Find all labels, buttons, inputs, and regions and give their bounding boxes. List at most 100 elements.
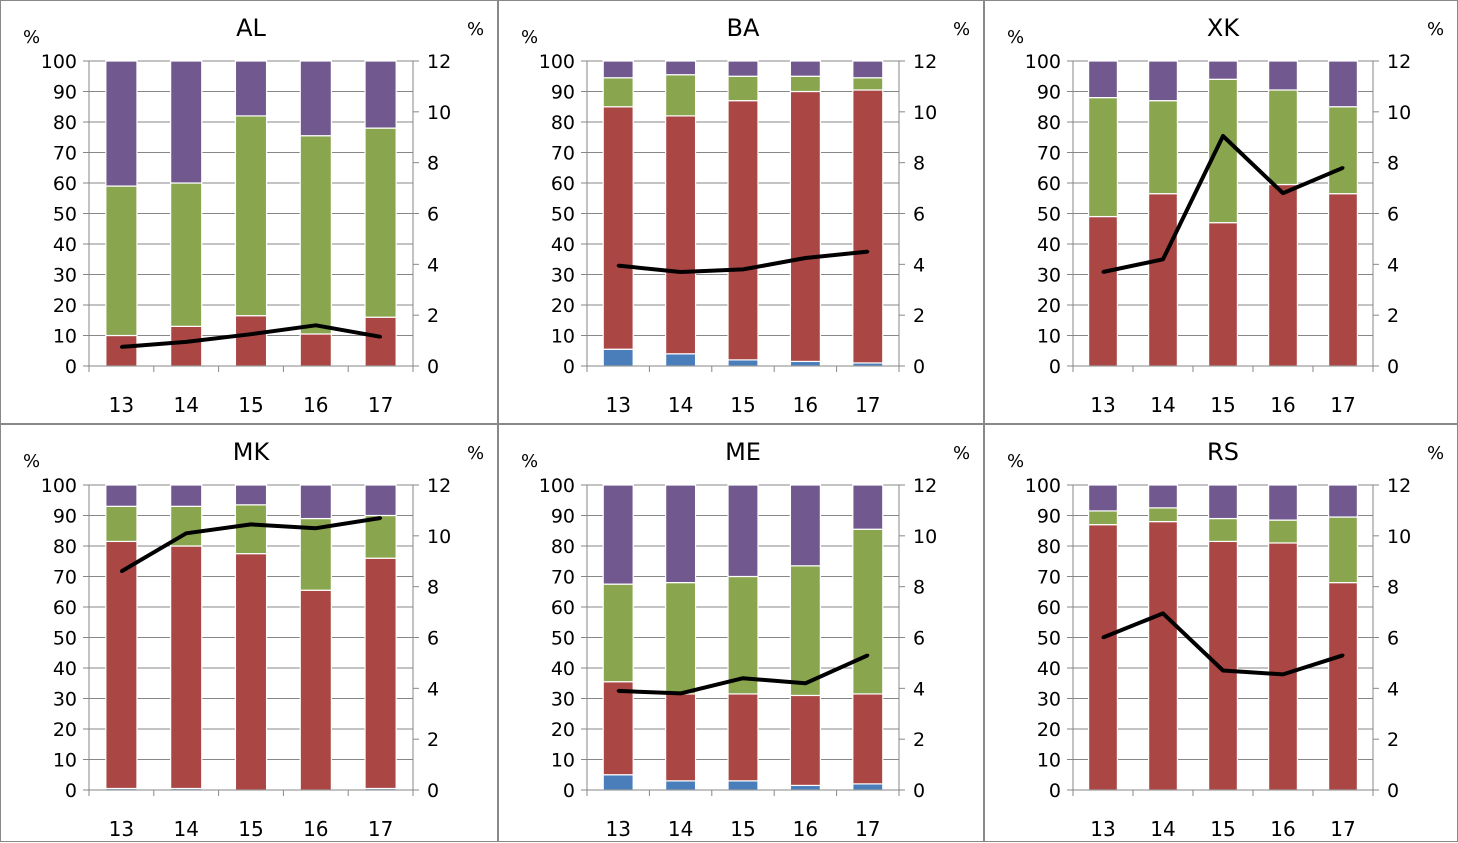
y-tick-label: 0 <box>563 356 575 378</box>
chart-panel-al: 0 10 20 30 40 50 60 70 80 90 100 0 2 4 6 8 10 12 13 14 15 16 1… <box>0 0 498 424</box>
bar-segment-red <box>170 325 203 367</box>
bar-segment-purple <box>234 484 268 506</box>
bar-segment-red <box>105 334 138 367</box>
y-tick-label: 50 <box>53 628 77 650</box>
y-tick-label: 30 <box>1037 265 1061 287</box>
bar-segment-green <box>1208 517 1239 543</box>
y2-tick-label: 6 <box>913 628 925 650</box>
bar-segment-blue <box>789 360 821 367</box>
bar-segment-green <box>364 514 397 559</box>
bar-segment-purple <box>1208 60 1239 80</box>
x-tick-label: 14 <box>173 393 198 417</box>
y-tick-label: 80 <box>53 112 77 134</box>
bar-segment-purple <box>602 484 634 585</box>
bar-segment-green <box>665 74 697 117</box>
bar-segment-purple <box>1268 60 1299 91</box>
bar-segment-green <box>789 75 821 93</box>
y-tick-label: 20 <box>551 295 575 317</box>
y-tick-label: 30 <box>551 265 575 287</box>
y2-tick-label: 12 <box>913 51 937 73</box>
bar-segment-red <box>1148 193 1179 367</box>
y-tick-label: 0 <box>65 356 77 378</box>
chart-svg: 0 10 20 30 40 50 60 70 80 90 100 0 2 4 6 8 10 12 13 14 15 16 1… <box>521 438 970 841</box>
line-point <box>741 676 745 680</box>
y-tick-label: 40 <box>551 234 575 256</box>
bar-segment-red <box>852 693 884 785</box>
bar-segment-green <box>1268 89 1299 186</box>
bar-segment-red <box>1268 542 1299 791</box>
bar-segment-green <box>1148 100 1179 195</box>
bar-segment-red <box>170 545 203 790</box>
bar-segment-purple <box>105 60 138 187</box>
chart-svg: 0 10 20 30 40 50 60 70 80 90 100 0 2 4 6 8 10 12 13 14 15 16 1… <box>23 14 484 417</box>
y2-tick-label: 6 <box>1387 204 1399 226</box>
line-point <box>249 332 253 336</box>
chart-panel-me: 0 10 20 30 40 50 60 70 80 90 100 0 2 4 6 8 10 12 13 14 15 16 1… <box>498 424 984 842</box>
y-tick-label: 30 <box>551 689 575 711</box>
y-axis-unit-label: % <box>1007 27 1024 48</box>
y2-tick-label: 0 <box>913 356 925 378</box>
bar-segment-red <box>105 540 138 790</box>
y2-tick-label: 10 <box>427 102 451 124</box>
bar-segment-green <box>852 528 884 695</box>
bar-segment-purple <box>665 484 697 584</box>
line-point <box>1341 653 1345 657</box>
x-tick-label: 17 <box>1330 393 1355 417</box>
y-tick-label: 0 <box>1049 780 1061 802</box>
bar-segment-purple <box>170 60 203 184</box>
y2-tick-label: 4 <box>1387 254 1399 276</box>
bar-segment-red <box>234 315 268 367</box>
bar-segment-green <box>234 504 268 555</box>
bar-segment-blue <box>727 780 759 791</box>
chart-svg: 0 10 20 30 40 50 60 70 80 90 100 0 2 4 6 8 10 12 13 14 15 16 1… <box>1007 438 1444 841</box>
x-tick-label: 17 <box>1330 817 1355 841</box>
y-tick-label: 70 <box>53 143 77 165</box>
line-point <box>1281 672 1285 676</box>
line-point <box>803 256 807 260</box>
y-axis-unit-label: % <box>1007 451 1024 472</box>
bar-segment-blue <box>852 783 884 791</box>
y-tick-label: 60 <box>53 173 77 195</box>
y2-tick-label: 10 <box>1387 526 1411 548</box>
bar-segment-red <box>1087 524 1118 791</box>
y-tick-label: 10 <box>53 326 77 348</box>
line-point <box>616 264 620 268</box>
bar-segment-green <box>665 582 697 695</box>
line-point <box>679 691 683 695</box>
x-tick-label: 15 <box>730 393 755 417</box>
y-tick-label: 40 <box>551 658 575 680</box>
y-tick-label: 70 <box>551 567 575 589</box>
y2-axis-unit-label: % <box>467 443 484 464</box>
bar-segment-red <box>299 589 332 791</box>
chart-title: MK <box>233 438 271 466</box>
bar-segment-purple <box>789 484 821 567</box>
chart-svg: 0 10 20 30 40 50 60 70 80 90 100 0 2 4 6 8 10 12 13 14 15 16 1… <box>521 14 970 417</box>
y-tick-label: 70 <box>1037 567 1061 589</box>
bar-segment-green <box>1268 519 1299 544</box>
x-tick-label: 17 <box>855 817 880 841</box>
chart-svg: 0 10 20 30 40 50 60 70 80 90 100 0 2 4 6 8 10 12 13 14 15 16 1… <box>1007 14 1444 417</box>
chart-title: ME <box>725 438 761 466</box>
y-tick-label: 20 <box>1037 719 1061 741</box>
x-tick-label: 15 <box>1210 817 1235 841</box>
chart-panel-ba: 0 10 20 30 40 50 60 70 80 90 100 0 2 4 6 8 10 12 13 14 15 16 1… <box>498 0 984 424</box>
line-point <box>803 681 807 685</box>
line-point <box>1281 191 1285 195</box>
x-tick-label: 13 <box>1090 393 1115 417</box>
y2-tick-label: 12 <box>1387 51 1411 73</box>
line-point <box>616 689 620 693</box>
y-tick-label: 80 <box>551 536 575 558</box>
y2-tick-label: 0 <box>427 356 439 378</box>
line-point <box>741 267 745 271</box>
x-tick-label: 15 <box>238 393 263 417</box>
bar-segment-green <box>1208 78 1239 224</box>
y2-tick-label: 6 <box>427 628 439 650</box>
chart-panel-mk: 0 10 20 30 40 50 60 70 80 90 100 0 2 4 6 8 10 12 13 14 15 16 1… <box>0 424 498 842</box>
line-point <box>679 270 683 274</box>
y-tick-label: 10 <box>551 750 575 772</box>
bar-segment-red <box>602 106 634 350</box>
bar-segment-red <box>665 115 697 355</box>
bar-segment-green <box>1328 516 1359 584</box>
x-tick-label: 13 <box>605 393 630 417</box>
bar-segment-blue <box>727 359 759 367</box>
